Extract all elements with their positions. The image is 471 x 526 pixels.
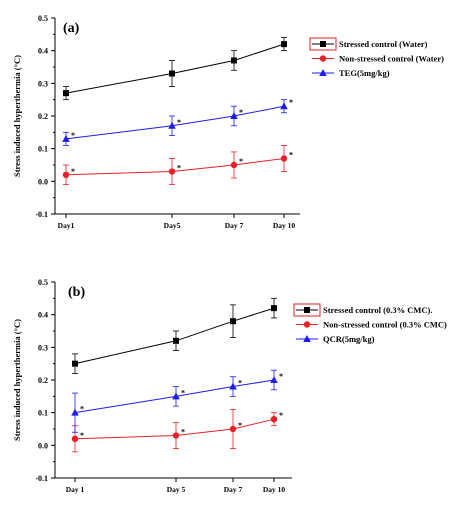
data-point xyxy=(72,360,78,367)
significance-star: * xyxy=(177,118,181,127)
x-tick-label: Day 7 xyxy=(225,221,244,230)
y-tick-label: 0.2 xyxy=(38,376,48,385)
significance-star: * xyxy=(80,405,84,414)
series-line xyxy=(74,307,275,365)
significance-star: * xyxy=(177,164,181,173)
data-point xyxy=(62,134,70,142)
data-point xyxy=(71,435,79,442)
significance-star: * xyxy=(238,421,242,430)
chart-panel-b: -0.1 0.0 0.1 0.2 0.3 0.4 0.5 Day 1 Day 5 Day 7 Day… xyxy=(12,278,447,494)
significance-star: * xyxy=(279,411,283,420)
legend-highlight-box xyxy=(293,303,321,317)
legend-highlight-box xyxy=(309,37,337,51)
data-point xyxy=(168,168,176,175)
x-tick-label: Day 10 xyxy=(263,485,286,494)
legend-label: Non-stressed control (0.3% CMC) xyxy=(323,320,447,330)
chart-panel-a: -0.1 0.0 0.1 0.2 0.3 0.4 0.5 Day1 Day5 Day 7 Day 1… xyxy=(12,14,444,230)
legend-label: Stressed control (0.3% CMC). xyxy=(323,305,432,315)
y-tick-label: 0.4 xyxy=(38,311,48,320)
panel-label: (a) xyxy=(63,21,80,36)
legend-marker xyxy=(303,335,311,342)
y-tick-label: 0.5 xyxy=(38,278,48,287)
x-tick-label: Day 10 xyxy=(273,221,296,230)
x-tick-label: Day 1 xyxy=(66,485,85,494)
y-axis-label: Stress induced hyperthermia (°C) xyxy=(12,55,22,177)
y-tick-label: 0.4 xyxy=(38,47,48,56)
y-tick-label: -0.1 xyxy=(35,474,48,483)
data-point xyxy=(229,425,237,433)
legend-marker xyxy=(319,55,327,62)
significance-star: * xyxy=(279,372,283,381)
significance-star: * xyxy=(181,388,185,397)
data-point xyxy=(281,41,287,48)
y-tick-label: -0.1 xyxy=(35,210,48,219)
data-point xyxy=(271,305,277,312)
x-tick-label: Day 7 xyxy=(224,485,243,494)
legend-label: TEG(5mg/kg) xyxy=(339,68,390,78)
series-line xyxy=(65,43,285,94)
x-tick-label: Day 5 xyxy=(167,485,186,494)
data-point xyxy=(270,416,278,423)
legend-label: Stressed control (Water) xyxy=(339,39,428,49)
data-point xyxy=(62,171,70,178)
significance-star: * xyxy=(80,431,84,440)
data-point xyxy=(230,161,238,169)
data-point xyxy=(173,337,179,344)
legend-label: Non-stressed control (Water) xyxy=(339,54,444,64)
data-point xyxy=(229,382,237,390)
y-tick-label: 0.1 xyxy=(38,409,48,418)
data-point xyxy=(231,57,237,64)
significance-star: * xyxy=(239,108,243,117)
data-point xyxy=(168,121,176,129)
series-line xyxy=(74,379,275,414)
significance-star: * xyxy=(289,150,293,159)
y-tick-label: 0.0 xyxy=(38,177,48,186)
data-point xyxy=(270,376,278,383)
significance-star: * xyxy=(239,157,243,166)
series-line xyxy=(65,105,285,140)
significance-star: * xyxy=(181,428,185,437)
y-tick-label: 0.5 xyxy=(38,14,48,23)
y-tick-label: 0.3 xyxy=(38,79,48,88)
x-tick-label: Day1 xyxy=(58,221,75,230)
legend-marker xyxy=(303,321,311,328)
series-line xyxy=(74,418,275,440)
panel-label: (b) xyxy=(68,285,85,300)
significance-star: * xyxy=(71,131,75,140)
y-tick-label: 0.0 xyxy=(38,441,48,450)
legend-marker xyxy=(320,41,326,47)
y-tick-label: 0.2 xyxy=(38,112,48,121)
y-axis-label: Stress induced hyperthermia (°C) xyxy=(12,319,22,441)
data-point xyxy=(280,102,288,110)
significance-star: * xyxy=(71,167,75,176)
data-point xyxy=(172,392,180,400)
legend-marker xyxy=(319,69,327,76)
data-point xyxy=(63,90,69,97)
data-point xyxy=(172,432,180,439)
x-tick-label: Day5 xyxy=(164,221,181,230)
data-point xyxy=(71,408,79,416)
legend-label: QCR(5mg/kg) xyxy=(323,334,375,344)
data-point xyxy=(230,318,236,325)
series-line xyxy=(65,157,285,176)
significance-star: * xyxy=(289,98,293,107)
data-point xyxy=(169,70,175,77)
y-tick-label: 0.3 xyxy=(38,343,48,352)
y-tick-label: 0.1 xyxy=(38,145,48,154)
significance-star: * xyxy=(238,379,242,388)
data-point xyxy=(280,155,288,162)
legend-marker xyxy=(304,307,310,313)
data-point xyxy=(230,112,238,119)
